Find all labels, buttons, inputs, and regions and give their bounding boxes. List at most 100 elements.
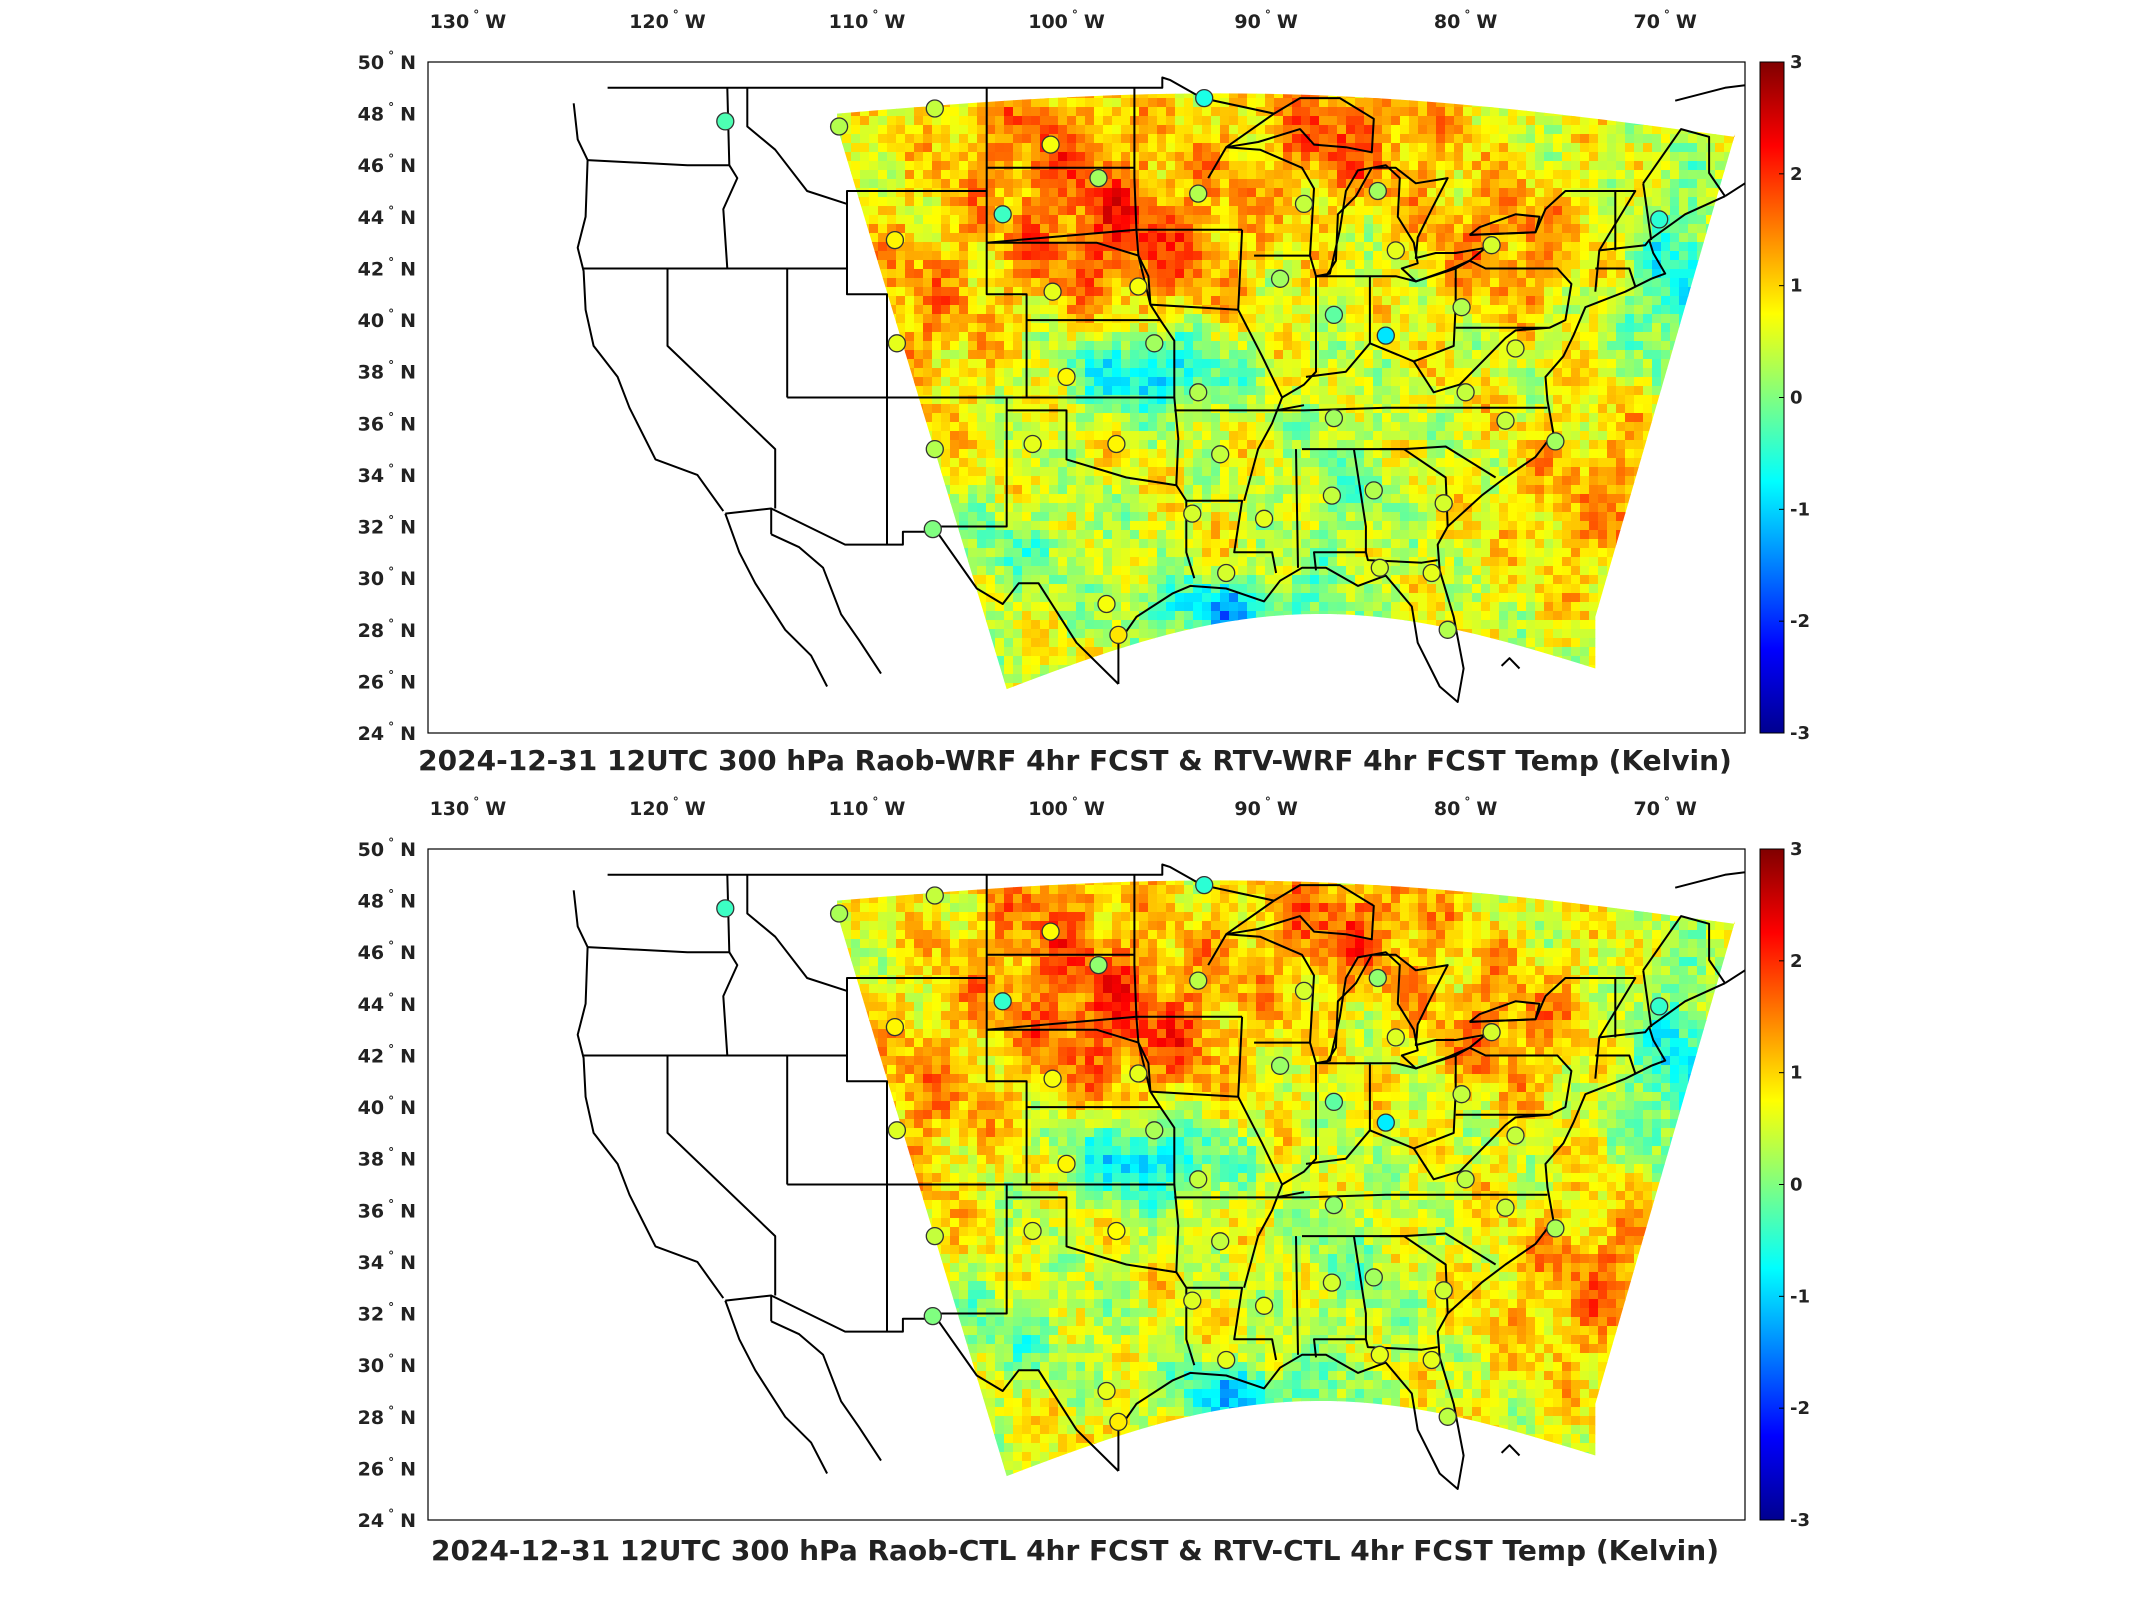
station-marker	[1434, 1281, 1453, 1300]
station-marker	[1023, 434, 1042, 454]
colorbar-tick-label: 1	[1790, 276, 1803, 297]
raob-stations	[716, 875, 1669, 1432]
border-line	[1225, 97, 1375, 154]
station-marker	[1482, 236, 1501, 255]
station-marker	[1145, 334, 1164, 353]
station-marker	[993, 205, 1012, 224]
border-line	[1642, 183, 1653, 241]
station-marker	[885, 1017, 905, 1037]
station-marker	[1189, 383, 1208, 402]
station-marker	[1129, 277, 1148, 296]
station-marker	[1041, 922, 1060, 941]
station-marker	[887, 334, 907, 353]
station-marker	[1456, 1170, 1475, 1189]
border-line	[1674, 871, 1745, 889]
border-line	[724, 513, 828, 687]
plot-frame	[427, 848, 1746, 1521]
border-line	[986, 87, 1138, 244]
station-marker	[1189, 971, 1208, 990]
lat-tick-label: 28 ° N	[358, 617, 416, 642]
station-marker	[1270, 1056, 1290, 1075]
lat-tick-label: 50 ° N	[358, 836, 416, 861]
station-marker	[1189, 184, 1208, 203]
lat-tick-label: 32 ° N	[358, 514, 416, 539]
lat-tick-label: 48 ° N	[358, 101, 416, 126]
colorbar-tick-label: 3	[1790, 839, 1803, 860]
station-marker	[1324, 408, 1344, 428]
border-line	[1642, 970, 1653, 1028]
lat-tick-label: 36 ° N	[358, 410, 416, 435]
station-marker	[1324, 1195, 1344, 1215]
lon-tick-label: 80 ° W	[1434, 795, 1497, 820]
raob-stations	[716, 88, 1669, 645]
panel-title: 2024-12-31 12UTC 300 hPa Raob-CTL 4hr FC…	[431, 1534, 1719, 1567]
border-line	[1237, 229, 1244, 310]
station-marker	[1217, 563, 1236, 583]
station-marker	[1422, 1350, 1441, 1370]
station-marker	[1368, 968, 1387, 988]
station-marker	[716, 899, 735, 918]
border-line	[1006, 397, 1180, 487]
border-line	[666, 1055, 777, 1296]
station-marker	[925, 886, 944, 905]
plot-frame	[427, 61, 1746, 734]
lat-tick-label: 44 ° N	[358, 991, 416, 1016]
station-marker	[1364, 481, 1383, 500]
border-line	[1295, 1236, 1299, 1355]
station-marker	[1089, 168, 1108, 188]
station-marker	[829, 904, 849, 923]
station-marker	[925, 1226, 944, 1246]
station-marker	[1183, 1291, 1202, 1310]
station-marker	[1211, 1232, 1230, 1251]
border-line	[722, 164, 739, 269]
station-marker	[1294, 194, 1314, 214]
border-line	[1295, 449, 1299, 568]
colorbar-tick-label: 3	[1790, 52, 1803, 73]
station-marker	[1422, 563, 1441, 583]
border-line	[1186, 1286, 1278, 1361]
lat-tick-label: 30 ° N	[358, 1352, 416, 1377]
station-marker	[1254, 1296, 1274, 1315]
border-line	[607, 76, 1275, 115]
colorbar: 3 2 1 0 -1 -2 -3	[1759, 839, 1810, 1531]
border-line	[1026, 1106, 1176, 1186]
station-marker	[1023, 1221, 1042, 1241]
station-marker	[1452, 1085, 1471, 1104]
station-marker	[1324, 305, 1344, 325]
station-marker	[885, 230, 905, 250]
lat-tick-label: 34 ° N	[358, 1249, 416, 1274]
border-line	[1135, 1016, 1152, 1092]
station-marker	[1089, 955, 1108, 975]
station-marker	[1376, 326, 1395, 345]
station-marker	[1482, 1023, 1501, 1042]
station-marker	[1386, 1028, 1405, 1047]
map-panel-bottom: 130 ° W 120 ° W 110 ° W 100 ° W 90 ° W 80 ° W 70 ° W 50 ° N 48 ° N…	[358, 795, 1810, 1567]
colorbar-tick-label: -1	[1790, 1286, 1810, 1307]
lon-tick-label: 100 ° W	[1028, 795, 1105, 820]
station-marker	[1324, 1092, 1344, 1112]
station-marker	[1270, 269, 1290, 288]
lon-tick-label: 130 ° W	[430, 795, 507, 820]
lat-tick-label: 40 ° N	[358, 307, 416, 332]
lat-tick-label: 30 ° N	[358, 565, 416, 590]
station-marker	[1650, 210, 1669, 229]
border-line	[1369, 267, 1457, 363]
border-line	[1595, 267, 1637, 287]
border-line	[1276, 406, 1548, 412]
border-line	[724, 1300, 828, 1474]
border-line	[725, 507, 1120, 685]
border-line	[1724, 969, 1745, 985]
station-marker	[923, 1306, 942, 1326]
station-marker	[1322, 1273, 1342, 1292]
station-marker	[1043, 282, 1062, 301]
border-line	[846, 978, 888, 1332]
station-marker	[1145, 1121, 1164, 1140]
station-marker	[887, 1121, 907, 1140]
station-marker	[1097, 1381, 1116, 1401]
lon-tick-label: 80 ° W	[1434, 8, 1497, 33]
station-marker	[1195, 875, 1214, 895]
border-line	[1468, 213, 1541, 236]
colorbar-tick-label: 2	[1790, 951, 1803, 972]
border-line	[1500, 657, 1521, 670]
